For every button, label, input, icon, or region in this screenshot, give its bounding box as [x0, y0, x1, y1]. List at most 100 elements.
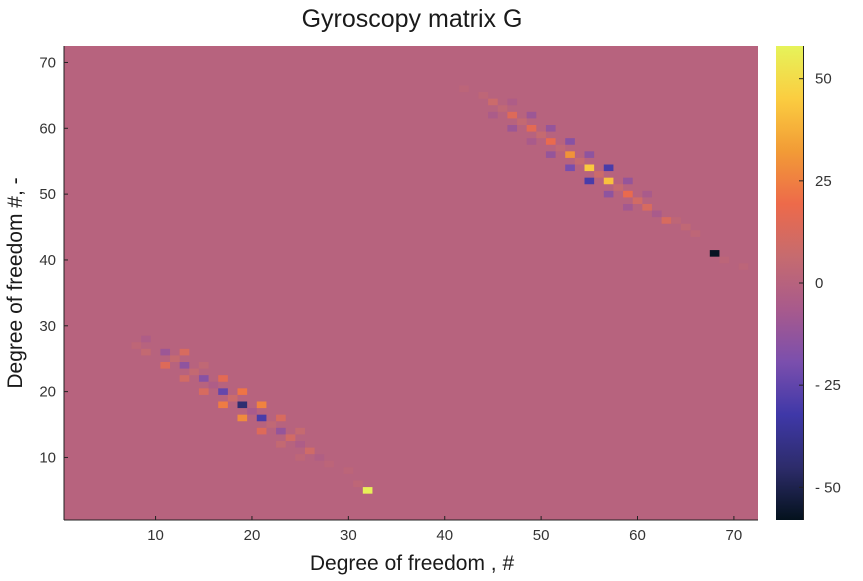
y-axis: 10 20 30 40 50 60 70: [39, 46, 68, 520]
y-tick-label: 50: [39, 186, 56, 203]
heatmap-cell: [227, 394, 238, 402]
heatmap-cell: [295, 441, 305, 448]
x-tick-label: 10: [147, 527, 164, 544]
chart-title: Gyroscopy matrix G: [302, 5, 523, 33]
heatmap-cell: [536, 131, 546, 139]
colorbar-tick-label: - 25: [815, 377, 841, 394]
heatmap-cell: [555, 144, 566, 152]
heatmap-cell: [478, 92, 489, 99]
heatmap-cell: [131, 342, 142, 349]
heatmap-cell: [603, 164, 614, 172]
heatmap-cell: [160, 362, 171, 369]
heatmap-cell: [179, 375, 190, 382]
heatmap-cell: [276, 414, 286, 422]
heatmap-cell: [517, 118, 527, 125]
heatmap-cell: [584, 151, 595, 158]
y-tick-label: 60: [39, 120, 56, 137]
heatmap-cell: [353, 480, 363, 488]
heatmap-cell: [651, 210, 662, 218]
y-axis-label: Degree of freedom #, -: [4, 177, 27, 388]
heatmap-cell: [198, 375, 209, 382]
heatmap-cell: [488, 111, 498, 119]
heatmap-cell: [545, 151, 556, 158]
heatmap-cell: [709, 250, 720, 257]
heatmap-cell: [661, 217, 672, 224]
heatmap-cell: [343, 467, 354, 474]
heatmap-cell: [497, 105, 508, 112]
colorbar-ticks: 50 25 0 - 25 - 50: [799, 46, 841, 520]
heatmap-cell: [507, 111, 518, 119]
x-tick-label: 50: [533, 527, 550, 544]
heatmap-cell: [642, 204, 652, 211]
heatmap-cell: [671, 217, 681, 224]
heatmap-cell: [179, 362, 190, 369]
heatmap-cell: [632, 197, 643, 204]
heatmap-cell: [584, 164, 595, 172]
heatmap-cell: [314, 454, 325, 461]
heatmap-cell: [362, 487, 373, 494]
heatmap-cell: [324, 460, 334, 468]
heatmap-cell: [304, 447, 315, 455]
heatmap-cell: [623, 177, 633, 185]
heatmap-cell: [565, 164, 575, 172]
heatmap-cell: [545, 138, 556, 145]
x-tick-label: 70: [726, 527, 743, 544]
heatmap-cell: [295, 427, 305, 435]
heatmap-cell: [594, 171, 604, 178]
x-tick-label: 40: [436, 527, 453, 544]
heatmap-cell: [545, 125, 556, 132]
heatmap-cell: [488, 98, 498, 106]
heatmap-cell: [507, 125, 518, 132]
colorbar-tick-label: 50: [815, 71, 832, 88]
heatmap-cell: [738, 263, 749, 270]
heatmap-cell: [198, 388, 209, 395]
heatmap-cell: [256, 427, 267, 435]
heatmap-cell: [247, 408, 257, 415]
heatmap-cell: [526, 125, 537, 132]
x-axis-label: Degree of freedom , #: [310, 552, 515, 575]
y-tick-label: 70: [39, 54, 56, 71]
heatmap-cell: [565, 138, 575, 145]
heatmap-cell: [160, 348, 171, 356]
colorbar: [776, 46, 803, 520]
heatmap-cell: [276, 427, 286, 435]
heatmap-cell: [507, 98, 518, 106]
heatmap-cell: [623, 190, 633, 198]
heatmap-cell: [680, 223, 691, 231]
heatmap-cell: [565, 151, 575, 158]
heatmap-cell: [285, 434, 296, 441]
heatmap-cell: [603, 190, 614, 198]
colorbar-tick-label: - 50: [815, 479, 841, 496]
colorbar-tick-label: 25: [815, 173, 832, 190]
colorbar-tick-label: 0: [815, 275, 823, 292]
heatmap-cell: [459, 85, 469, 93]
heatmap-cell: [623, 204, 633, 211]
heatmap-cell: [237, 414, 248, 422]
heatmap-cell: [574, 157, 585, 165]
heatmap-cell: [237, 388, 248, 395]
heatmap-cell: [642, 190, 652, 198]
heatmap-cell: [690, 230, 701, 237]
y-tick-label: 40: [39, 252, 56, 269]
heatmap-cell: [218, 401, 228, 409]
heatmap-cell: [719, 256, 730, 264]
heatmap-cell: [237, 401, 248, 409]
x-tick-label: 30: [340, 527, 357, 544]
heatmap-cell: [208, 381, 219, 389]
x-tick-label: 60: [629, 527, 646, 544]
heatmap-cell: [526, 138, 537, 145]
plot-area: [64, 46, 758, 520]
heatmap-cell: [218, 375, 228, 382]
heatmap-cell: [276, 441, 286, 448]
heatmap-cell: [256, 414, 267, 422]
heatmap-cell: [179, 348, 190, 356]
heatmap-cell: [613, 184, 624, 191]
heatmap-cell: [584, 177, 595, 185]
y-tick-label: 20: [39, 384, 56, 401]
heatmap-cell: [170, 355, 180, 362]
y-tick-label: 10: [39, 449, 56, 466]
heatmap-cells: [131, 85, 749, 494]
heatmap-cell: [189, 368, 199, 376]
x-axis: 10 20 30 40 50 60 70: [64, 516, 758, 544]
